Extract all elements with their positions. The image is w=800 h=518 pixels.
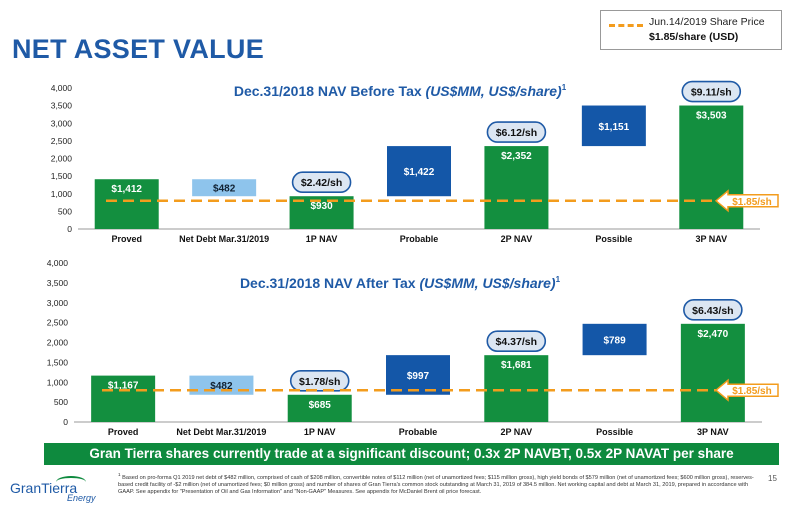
y-tick-label: 3,500 [47,278,69,288]
logo-name: GranTierra [10,480,78,496]
chart-title-main: Dec.31/2018 NAV Before Tax [234,83,426,99]
y-tick-label: 2,000 [51,154,73,164]
per-share-label: $2.42/sh [301,177,342,189]
bar-possible [581,105,646,147]
footnote-text: Based on pro-forma Q1 2019 net debt of $… [118,474,754,495]
bar-1p-nav [287,394,352,422]
bar-value-label: $789 [603,335,626,346]
bar-3p-nav [679,105,744,229]
chart-title: Dec.31/2018 NAV Before Tax (US$MM, US$/s… [234,83,567,99]
x-tick-label: 1P NAV [304,427,336,437]
per-share-label: $6.43/sh [692,305,733,317]
logo-arc-icon [56,476,86,488]
bar-value-label: $1,412 [111,184,142,195]
chart-title-units: (US$MM, US$/share) [419,275,555,291]
share-price-callout-label: $1.85/sh [732,197,771,208]
x-tick-label: Proved [108,427,139,437]
y-tick-label: 500 [58,206,72,216]
x-tick-label: Proved [111,234,142,244]
chart-title-main: Dec.31/2018 NAV After Tax [240,275,420,291]
gran-tierra-logo: GranTierra Energy [10,476,106,506]
bar-value-label: $1,167 [108,381,139,392]
bar-value-label: $2,352 [501,151,532,162]
chart-title: Dec.31/2018 NAV After Tax (US$MM, US$/sh… [240,275,561,291]
x-tick-label: 3P NAV [697,427,729,437]
x-tick-label: 3P NAV [695,234,727,244]
bar-3p-nav [680,323,745,422]
bar-value-label: $997 [407,371,430,382]
chart-title-footnote-ref: 1 [562,83,567,92]
bar-value-label: $482 [210,381,233,392]
y-tick-label: 2,500 [47,318,69,328]
y-tick-label: 3,500 [51,101,73,111]
y-tick-label: 500 [54,397,68,407]
y-tick-label: 2,000 [47,338,69,348]
share-price-callout-arrow [714,378,779,402]
bar-net-debt-mar-31-2019 [192,179,257,197]
y-tick-label: 0 [67,224,72,234]
bar-possible [582,323,647,356]
chart-title-footnote-ref: 1 [556,275,561,284]
nav-before-tax-chart: Dec.31/2018 NAV Before Tax (US$MM, US$/s… [51,80,779,244]
discount-banner: Gran Tierra shares currently trade at a … [44,443,779,465]
per-share-badge [683,299,743,321]
y-tick-label: 3,000 [51,118,73,128]
x-tick-label: Possible [596,427,633,437]
bar-value-label: $3,503 [696,111,727,122]
footnote: 1 Based on pro-forma Q1 2019 net debt of… [118,471,758,496]
bar-probable [387,146,451,197]
legend-line-1: Jun.14/2019 Share Price [649,16,765,28]
x-tick-label: Net Debt Mar.31/2019 [176,427,266,437]
y-tick-label: 4,000 [47,258,69,268]
share-price-callout-label: $1.85/sh [732,386,771,397]
bar-value-label: $2,470 [698,329,729,340]
bar-value-label: $1,151 [599,122,630,133]
chart-title-units: (US$MM, US$/share) [426,83,562,99]
per-share-badge [486,121,547,143]
x-tick-label: 1P NAV [306,234,338,244]
bar-value-label: $930 [310,201,333,212]
x-tick-label: Possible [595,234,632,244]
bar-2p-nav [484,146,549,229]
bar-probable [386,355,450,395]
footnote-marker: 1 [118,472,121,477]
x-tick-label: 2P NAV [500,427,532,437]
page-title: NET ASSET VALUE [12,34,265,64]
bar-value-label: $1,681 [501,360,532,371]
y-tick-label: 1,000 [47,377,69,387]
y-tick-label: 3,000 [47,298,69,308]
per-share-label: $4.37/sh [496,336,537,348]
y-tick-label: 1,500 [51,171,73,181]
logo-sub: Energy [67,493,96,503]
page-number: 15 [768,474,777,483]
bar-2p-nav [484,355,549,422]
share-price-callout-arrow [714,189,779,213]
per-share-label: $9.11/sh [691,87,732,99]
per-share-label: $1.78/sh [299,376,340,388]
y-tick-label: 1,500 [47,357,69,367]
y-tick-label: 2,500 [51,136,73,146]
x-tick-label: 2P NAV [501,234,533,244]
bar-value-label: $482 [213,184,236,195]
bar-proved [91,375,156,422]
y-tick-label: 4,000 [51,83,73,93]
bar-value-label: $685 [309,400,332,411]
per-share-badge [681,80,742,103]
per-share-badge [289,369,350,392]
legend-dash-line [609,24,643,27]
x-tick-label: Probable [400,234,439,244]
x-tick-label: Probable [399,427,438,437]
legend-line-2: $1.85/share (USD) [649,31,739,43]
share-price-legend: Jun.14/2019 Share Price $1.85/share (USD… [600,10,782,50]
per-share-label: $6.12/sh [496,127,537,139]
nav-after-tax-chart: Dec.31/2018 NAV After Tax (US$MM, US$/sh… [47,258,779,437]
bar-proved [94,179,159,229]
x-tick-label: Net Debt Mar.31/2019 [179,234,269,244]
per-share-badge [486,330,547,352]
bar-value-label: $1,422 [404,167,435,178]
y-tick-label: 1,000 [51,189,73,199]
per-share-badge [291,171,352,194]
y-tick-label: 0 [63,417,68,427]
